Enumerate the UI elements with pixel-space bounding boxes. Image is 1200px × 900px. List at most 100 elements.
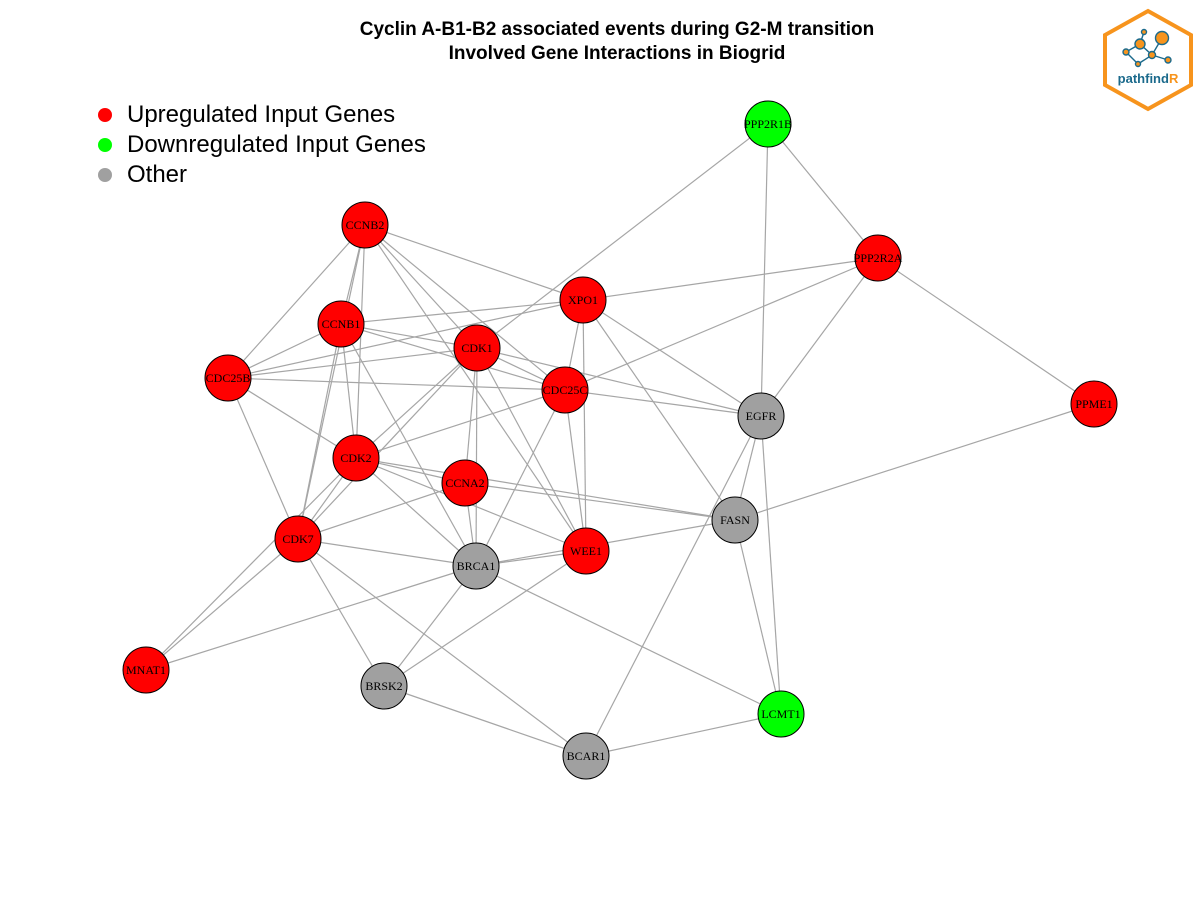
edge-lcmt1-bcar1 <box>585 713 782 757</box>
node-circle-cdk2 <box>332 434 380 482</box>
node-label-egfr: EGFR <box>746 409 777 423</box>
node-label-wee1: WEE1 <box>570 544 602 558</box>
node-cdk7: CDK7 <box>274 515 322 563</box>
edge-ppp2r1b-egfr <box>760 123 769 417</box>
edge-brca1-mnat1 <box>145 565 477 671</box>
edge-ccnb1-cdk7 <box>297 323 342 540</box>
edge-xpo1-fasn <box>582 299 736 521</box>
edge-ccnb2-xpo1 <box>364 224 584 301</box>
node-ccna2: CCNA2 <box>441 459 489 507</box>
node-label-brca1: BRCA1 <box>457 559 496 573</box>
edge-cdk1-egfr <box>476 347 762 417</box>
node-brsk2: BRSK2 <box>360 662 408 710</box>
legend-label-downregulated: Downregulated Input Genes <box>127 131 426 158</box>
node-circle-bcar1 <box>562 732 610 780</box>
node-circle-ccnb1 <box>317 300 365 348</box>
node-label-ppme1: PPME1 <box>1075 397 1112 411</box>
edge-cdk2-brca1 <box>355 457 477 567</box>
node-label-ppp2r1b: PPP2R1B <box>744 117 792 131</box>
node-lcmt1: LCMT1 <box>757 690 805 738</box>
node-label-bcar1: BCAR1 <box>567 749 606 763</box>
edge-ppp2r1b-ppp2r2a <box>767 123 879 259</box>
legend-item-other: Other <box>98 160 426 190</box>
legend-label-upregulated: Upregulated Input Genes <box>127 101 396 128</box>
node-circle-ccnb2 <box>341 201 389 249</box>
node-label-cdk7: CDK7 <box>282 532 313 546</box>
legend-dot-other <box>98 168 112 182</box>
edge-egfr-lcmt1 <box>760 415 782 715</box>
edge-ccnb2-cdc25c <box>364 224 566 391</box>
node-bcar1: BCAR1 <box>562 732 610 780</box>
node-cdc25c: CDC25C <box>541 366 589 414</box>
edge-cdk1-cdk2 <box>355 347 478 459</box>
node-mnat1: MNAT1 <box>122 646 170 694</box>
edge-cdk1-cdc25b <box>227 347 478 379</box>
edge-xpo1-egfr <box>582 299 762 417</box>
edge-ccnb2-cdk2 <box>355 224 366 459</box>
edge-cdk7-brsk2 <box>297 538 385 687</box>
title-line-2: Involved Gene Interactions in Biogrid <box>448 43 786 64</box>
edge-cdk1-wee1 <box>476 347 587 552</box>
edge-ccnb2-wee1 <box>364 224 587 552</box>
node-label-brsk2: BRSK2 <box>365 679 402 693</box>
legend: Upregulated Input Genes Downregulated In… <box>98 100 426 190</box>
legend-item-downregulated: Downregulated Input Genes <box>98 130 426 160</box>
edge-fasn-lcmt1 <box>734 519 782 715</box>
node-circle-mnat1 <box>122 646 170 694</box>
pathfindr-logo: pathfindR <box>1103 8 1193 112</box>
node-circle-ppp2r1b <box>744 100 792 148</box>
node-ccnb2: CCNB2 <box>341 201 389 249</box>
edge-ccna2-cdk7 <box>297 482 466 540</box>
edge-cdk2-mnat1 <box>145 457 357 671</box>
node-circle-wee1 <box>562 527 610 575</box>
node-label-ppp2r2a: PPP2R2A <box>854 251 903 265</box>
node-label-ccna2: CCNA2 <box>445 476 484 490</box>
edge-wee1-brsk2 <box>383 550 587 687</box>
edge-ppp2r1b-cdk1 <box>476 123 769 349</box>
edge-ppme1-fasn <box>734 403 1095 521</box>
edge-ccnb2-cdk1 <box>364 224 478 349</box>
edge-cdc25b-cdk2 <box>227 377 357 459</box>
node-circle-cdk1 <box>453 324 501 372</box>
node-circle-egfr <box>737 392 785 440</box>
node-circle-ppme1 <box>1070 380 1118 428</box>
node-circle-cdc25b <box>204 354 252 402</box>
edge-ccnb1-brca1 <box>340 323 477 567</box>
edge-ppp2r2a-cdc25c <box>564 257 879 391</box>
logo-hexagon <box>1103 8 1193 112</box>
edge-cdc25c-cdk2 <box>355 389 566 459</box>
node-circle-cdk7 <box>274 515 322 563</box>
node-circle-ccna2 <box>441 459 489 507</box>
node-brca1: BRCA1 <box>452 542 500 590</box>
node-cdk1: CDK1 <box>453 324 501 372</box>
edge-cdc25b-cdc25c <box>227 377 566 391</box>
node-label-ccnb2: CCNB2 <box>346 218 385 232</box>
node-ppme1: PPME1 <box>1070 380 1118 428</box>
edge-cdk7-brca1 <box>297 538 477 567</box>
node-label-fasn: FASN <box>720 513 750 527</box>
edge-ccnb2-cdc25b <box>227 224 366 379</box>
title-line-1: Cyclin A-B1-B2 associated events during … <box>359 19 875 40</box>
node-label-cdc25b: CDC25B <box>206 371 251 385</box>
edge-ppp2r2a-egfr <box>760 257 879 417</box>
logo-network-icon <box>1122 28 1172 68</box>
edge-cdc25b-cdk7 <box>227 377 299 540</box>
edge-xpo1-cdc25b <box>227 299 584 379</box>
node-label-lcmt1: LCMT1 <box>761 707 800 721</box>
node-circle-fasn <box>711 496 759 544</box>
node-label-cdc25c: CDC25C <box>543 383 588 397</box>
node-circle-lcmt1 <box>757 690 805 738</box>
node-label-xpo1: XPO1 <box>568 293 598 307</box>
node-circle-ppp2r2a <box>854 234 902 282</box>
chart-title: Cyclin A-B1-B2 associated events during … <box>0 18 1200 66</box>
node-wee1: WEE1 <box>562 527 610 575</box>
edge-ppp2r2a-xpo1 <box>582 257 879 301</box>
edge-cdk1-cdk7 <box>297 347 478 540</box>
edge-xpo1-wee1 <box>582 299 587 552</box>
edge-cdk1-brca1 <box>475 347 478 567</box>
edge-ccnb1-cdc25c <box>340 323 566 391</box>
node-circle-cdc25c <box>541 366 589 414</box>
edge-cdk7-mnat1 <box>145 538 299 671</box>
edge-cdk2-fasn <box>355 457 736 521</box>
node-circle-xpo1 <box>559 276 607 324</box>
